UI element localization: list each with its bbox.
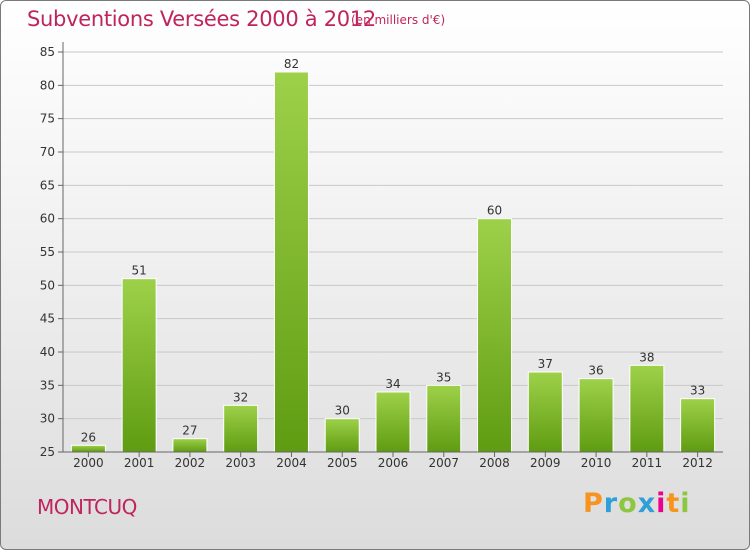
- bar-2009: [527, 371, 563, 453]
- y-tick-label: 75: [40, 112, 55, 126]
- x-tick-label-2012: 2012: [682, 456, 713, 470]
- y-tick-label: 60: [40, 212, 55, 226]
- logo-letter: o: [618, 488, 638, 519]
- logo-letter: i: [680, 488, 691, 519]
- value-label-2007: 35: [436, 370, 451, 384]
- bar-2003: [223, 404, 259, 453]
- grid-lines: [63, 51, 723, 420]
- x-tick-label-2010: 2010: [581, 456, 612, 470]
- place-name: MONTCUQ: [37, 495, 137, 519]
- bar-2004: [273, 71, 309, 453]
- value-label-2008: 60: [487, 204, 502, 218]
- bar-2012: [680, 398, 716, 453]
- value-label-2000: 26: [81, 430, 96, 444]
- bar-2006: [375, 391, 411, 453]
- chart-subtitle: (en milliers d'€): [351, 13, 446, 27]
- x-tick-label-2001: 2001: [124, 456, 155, 470]
- bar-2011: [629, 364, 665, 453]
- y-tick-label: 80: [40, 78, 55, 92]
- value-label-2010: 36: [588, 364, 603, 378]
- x-tick-label-2006: 2006: [378, 456, 409, 470]
- value-label-2001: 51: [132, 264, 147, 278]
- y-tick-label: 65: [40, 178, 55, 192]
- x-tick-label-2007: 2007: [428, 456, 459, 470]
- bar-2005: [324, 418, 360, 453]
- x-tick-label-2011: 2011: [632, 456, 663, 470]
- bar-2010: [578, 378, 614, 453]
- x-tick-label-2008: 2008: [479, 456, 510, 470]
- value-label-2006: 34: [385, 377, 400, 391]
- logo-letter: i: [656, 488, 667, 519]
- bar-2000: [70, 444, 106, 453]
- value-label-2009: 37: [538, 357, 553, 371]
- y-tick-label: 50: [40, 278, 55, 292]
- x-tick-label-2005: 2005: [327, 456, 358, 470]
- x-tick-label-2009: 2009: [530, 456, 561, 470]
- bar-2007: [426, 384, 462, 453]
- logo-letter: P: [583, 488, 604, 519]
- y-tick-label: 70: [40, 145, 55, 159]
- y-tick-label: 30: [40, 412, 55, 426]
- x-tick-label-2002: 2002: [175, 456, 206, 470]
- y-tick-label: 55: [40, 245, 55, 259]
- bar-2002: [172, 438, 208, 453]
- proxiti-logo: Proxiti: [583, 488, 691, 519]
- value-label-2011: 38: [639, 350, 654, 364]
- value-label-2004: 82: [284, 57, 299, 71]
- value-label-2002: 27: [182, 424, 197, 438]
- bars: [70, 71, 716, 453]
- logo-letter: x: [637, 488, 657, 519]
- x-tick-label-2003: 2003: [225, 456, 256, 470]
- y-tick-label: 35: [40, 378, 55, 392]
- y-tick-label: 45: [40, 312, 55, 326]
- x-tick-label-2004: 2004: [276, 456, 307, 470]
- labels: 25 30 35 40 45 50 55 60 65 70 75 80 85 26 2000 51 2001 27…: [40, 45, 713, 470]
- y-tick-label: 85: [40, 45, 55, 59]
- y-tick-label: 25: [40, 445, 55, 459]
- value-label-2003: 32: [233, 390, 248, 404]
- bar-2001: [121, 278, 157, 453]
- value-label-2012: 33: [690, 384, 705, 398]
- chart-title: Subventions Versées 2000 à 2012: [27, 7, 376, 31]
- logo-letter: r: [603, 488, 619, 519]
- bar-2008: [477, 218, 513, 453]
- axes: [58, 42, 723, 457]
- y-tick-label: 40: [40, 345, 55, 359]
- x-tick-label-2000: 2000: [73, 456, 104, 470]
- logo-letter: t: [666, 488, 681, 519]
- value-label-2005: 30: [335, 404, 350, 418]
